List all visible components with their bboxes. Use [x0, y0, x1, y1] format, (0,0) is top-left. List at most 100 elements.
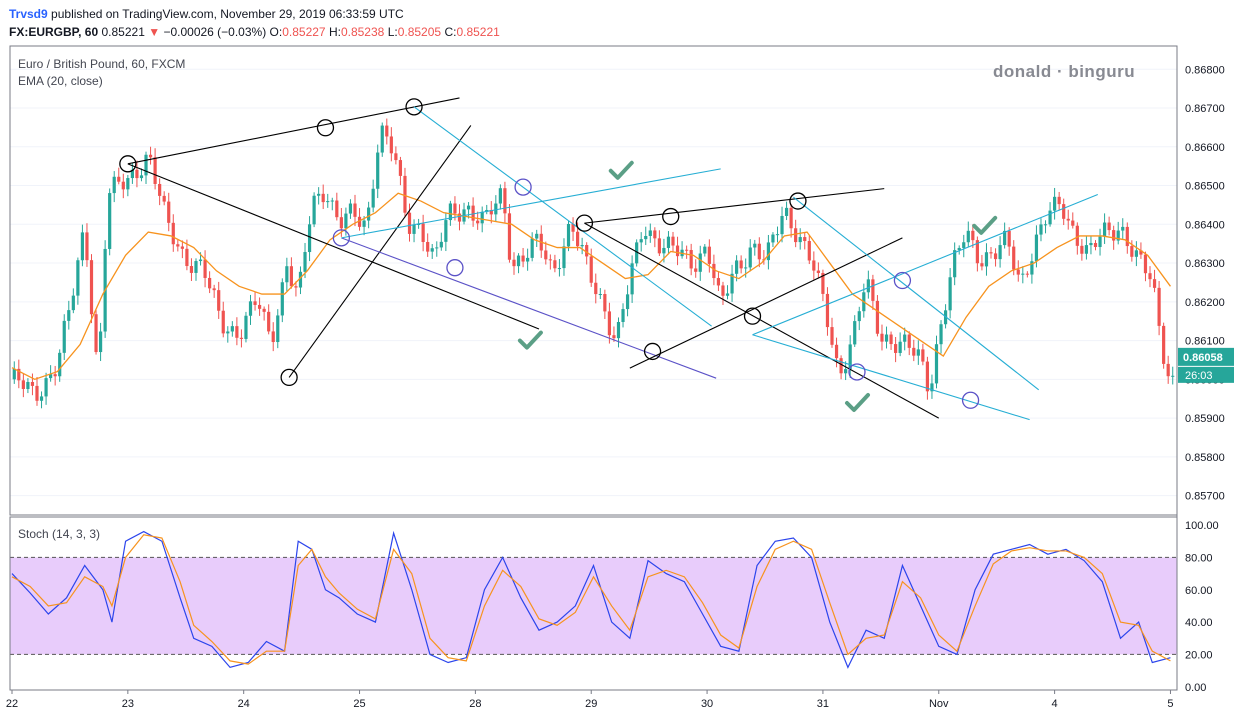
trendline [752, 193, 1098, 336]
candle-body [857, 311, 861, 322]
candlesticks [12, 118, 1175, 409]
candle-body [839, 358, 843, 374]
candle-body [1012, 246, 1016, 270]
candle-body [998, 245, 1002, 260]
candle-body [884, 334, 889, 342]
candle-body [730, 273, 734, 294]
candle-body [53, 374, 57, 377]
candle-body [712, 263, 716, 279]
candle-body [735, 260, 739, 274]
candle-body [457, 213, 462, 222]
pivot-circle [575, 214, 594, 232]
stoch-tick-label: 80.00 [1185, 552, 1213, 564]
check-mark-icon [972, 215, 998, 235]
candle-body [239, 337, 244, 339]
candle-body [1080, 245, 1084, 254]
candle-body [607, 311, 612, 336]
candle-body [975, 240, 979, 264]
price-tick-label: 0.86200 [1185, 297, 1225, 309]
candle-body [639, 239, 643, 243]
candle-body [962, 242, 966, 248]
price-tick-label: 0.85700 [1185, 491, 1225, 503]
candle-body [430, 248, 434, 252]
candle-body [621, 309, 625, 323]
trendline-drawings [119, 97, 1098, 421]
candle-body [203, 259, 207, 278]
candle-body [121, 181, 125, 190]
candle-body [326, 201, 330, 203]
candle-body [126, 178, 130, 190]
candle-body [307, 224, 312, 253]
candle-body [421, 223, 425, 242]
time-axis[interactable]: 22 23 24 25 28 29 30 31 Nov 4 5 [6, 690, 1174, 710]
candle-body [98, 331, 103, 353]
candle-body [12, 368, 16, 380]
pivot-circle [743, 307, 762, 325]
candle-body [494, 203, 498, 215]
candle-body [698, 253, 702, 272]
publish-info: Trvsd9 published on TradingView.com, Nov… [9, 7, 404, 21]
candle-body [589, 256, 593, 283]
candle-body [17, 368, 21, 381]
price-axis[interactable]: 0.86800 0.86700 0.86600 0.86500 0.86400 0.863… [1185, 64, 1225, 502]
candle-body [362, 220, 366, 227]
candle-body [526, 257, 530, 262]
candle-body [930, 383, 934, 392]
candle-body [766, 242, 771, 261]
candle-body [803, 237, 807, 242]
last-price-badge [1178, 347, 1234, 366]
stoch-legend[interactable]: Stoch (14, 3, 3) [18, 527, 101, 541]
low-label: L: [387, 25, 398, 39]
candle-body [648, 230, 652, 236]
candle-body [167, 201, 171, 223]
candle-body [771, 234, 775, 243]
candle-body [439, 241, 443, 248]
candle-body [993, 253, 998, 260]
close-label: C: [444, 25, 457, 39]
stoch-series-line [11, 530, 1171, 669]
candle-body [757, 243, 761, 260]
author-link[interactable]: Trvsd9 [9, 7, 48, 21]
chart-area[interactable]: 0.86800 0.86700 0.86600 0.86500 0.86400 0.863… [0, 44, 1241, 723]
candle-body [1003, 230, 1007, 246]
time-tick-label: 22 [6, 698, 18, 710]
ema-legend[interactable]: EMA (20, close) [18, 74, 103, 88]
candle-body [89, 260, 94, 315]
candle-body [376, 152, 380, 189]
pivot-circle [446, 259, 464, 277]
candle-body [812, 260, 816, 271]
time-tick-label: 5 [1167, 698, 1173, 710]
candle-body [1039, 224, 1043, 235]
time-tick-label: 28 [469, 698, 481, 710]
candle-body [966, 230, 970, 243]
candle-body [476, 220, 480, 224]
candle-body [1089, 242, 1093, 246]
candle-body [662, 247, 666, 254]
candle-body [276, 315, 280, 343]
candle-body [871, 279, 875, 301]
candle-body [780, 215, 784, 235]
candle-body [644, 235, 648, 240]
candle-body [521, 255, 525, 262]
candle-body [257, 304, 262, 309]
candle-body [153, 157, 157, 184]
price-tick-label: 0.86100 [1185, 336, 1225, 348]
candle-body [189, 266, 194, 273]
candle-body [971, 230, 975, 241]
pivot-circle [514, 178, 532, 196]
stoch-tick-label: 60.00 [1185, 585, 1213, 597]
candle-body [748, 247, 752, 268]
candle-body [934, 344, 939, 384]
candle-body [271, 331, 275, 343]
candle-body [1121, 226, 1125, 231]
candle-body [939, 324, 943, 345]
candle-body [1125, 226, 1129, 247]
candle-body [912, 347, 916, 356]
stoch-axis[interactable]: 100.00 80.00 60.00 40.00 20.00 0.00 [1185, 520, 1219, 694]
candle-body [226, 331, 230, 334]
close-value: 0.85221 [456, 25, 500, 39]
candle-body [135, 169, 139, 179]
candle-body [566, 223, 571, 247]
candle-body [62, 320, 66, 353]
chart-svg[interactable]: 0.86800 0.86700 0.86600 0.86500 0.86400 0.863… [0, 44, 1241, 723]
